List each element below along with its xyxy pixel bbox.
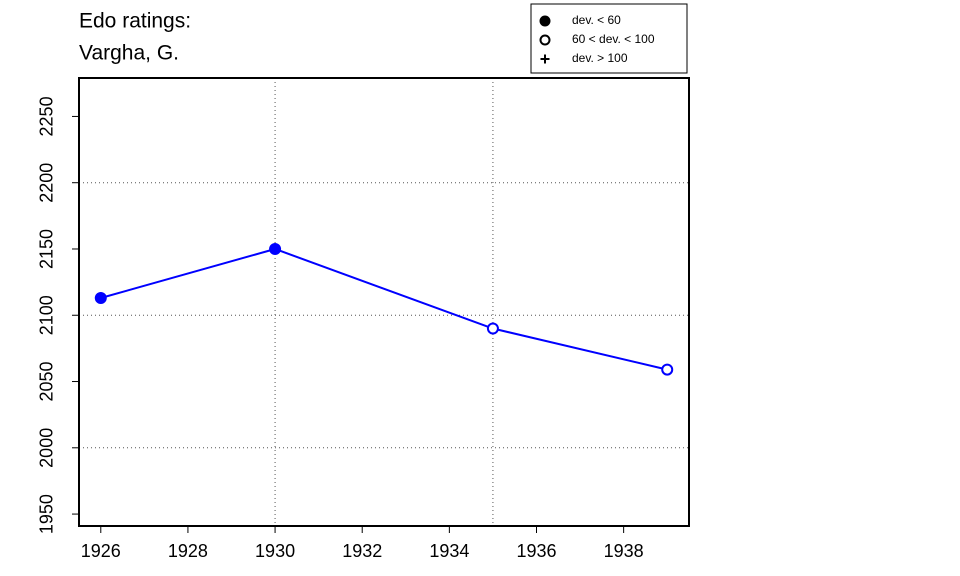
- marker: [540, 54, 550, 64]
- marker: [539, 34, 551, 46]
- y-tick-label: 2200: [37, 163, 57, 203]
- chart-subtitle: Vargha, G.: [79, 42, 179, 65]
- x-tick-label: 1928: [168, 541, 208, 561]
- marker: [661, 363, 674, 376]
- y-tick-label: 2000: [37, 428, 57, 468]
- plot-frame: [78, 77, 690, 527]
- x-tick-label: 1938: [604, 541, 644, 561]
- marker: [486, 322, 499, 335]
- marker: [94, 292, 107, 305]
- x-tick-label: 1936: [516, 541, 556, 561]
- legend-label: dev. > 100: [572, 51, 628, 65]
- y-tick-label: 2050: [37, 362, 57, 402]
- y-tick-label: 2150: [37, 229, 57, 269]
- x-tick-label: 1926: [81, 541, 121, 561]
- x-tick-label: 1930: [255, 541, 295, 561]
- marker: [539, 15, 551, 27]
- chart-title: Edo ratings:: [79, 10, 191, 33]
- marker: [269, 242, 282, 255]
- x-tick-label: 1932: [342, 541, 382, 561]
- line: [100, 247, 668, 371]
- y-tick-label: 2100: [37, 295, 57, 335]
- y-tick-label: 1950: [37, 494, 57, 534]
- legend-label: 60 < dev. < 100: [572, 32, 655, 46]
- y-tick-label: 2250: [37, 96, 57, 136]
- legend-box: [530, 3, 688, 74]
- legend-label: dev. < 60: [572, 13, 621, 27]
- x-tick-label: 1934: [429, 541, 469, 561]
